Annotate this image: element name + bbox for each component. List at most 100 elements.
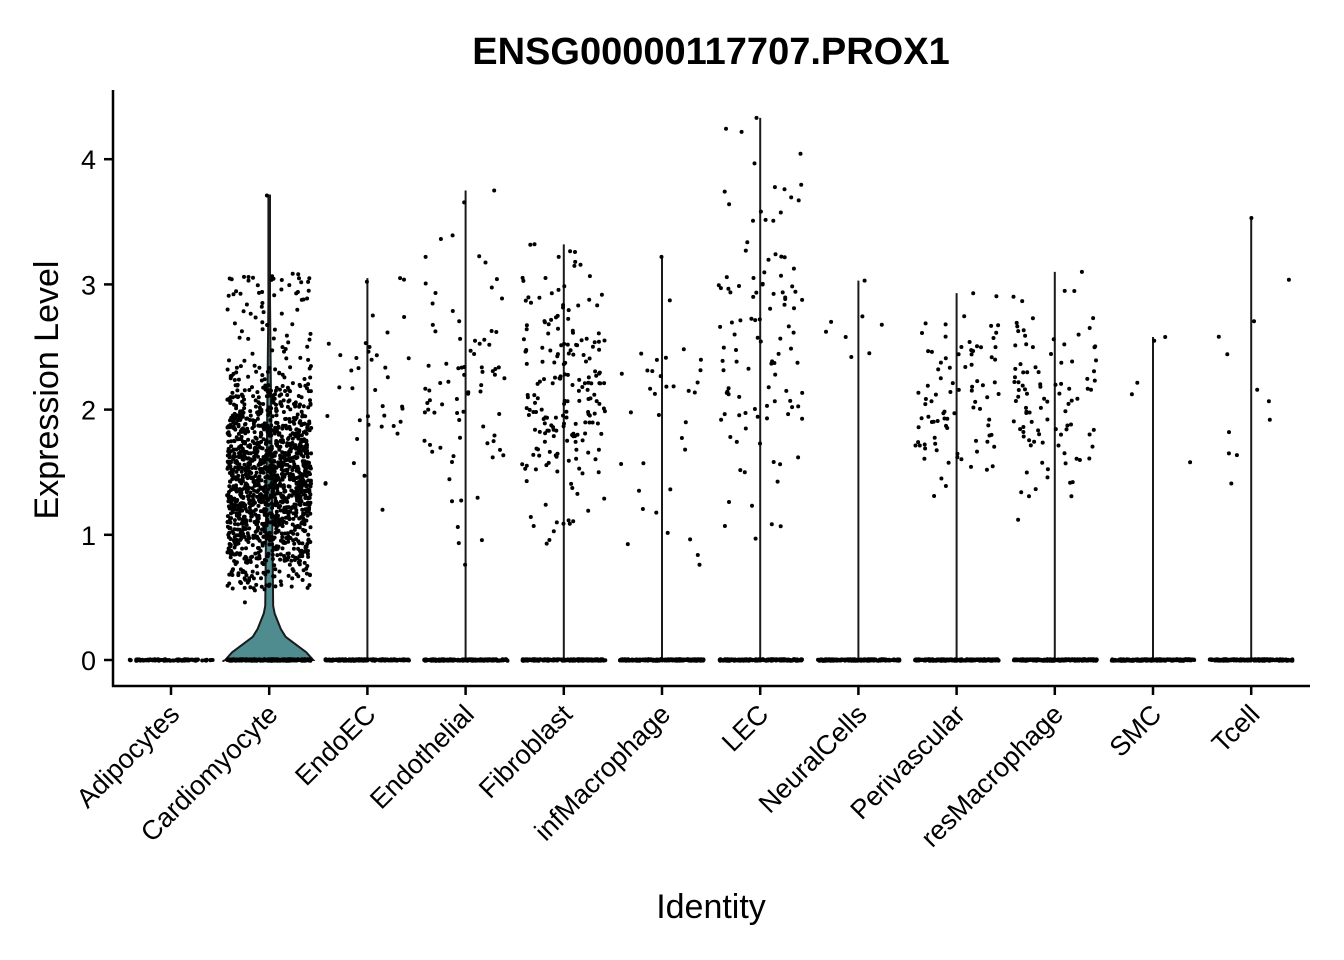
- data-point: [654, 510, 659, 515]
- data-point: [1234, 453, 1239, 458]
- data-point: [289, 558, 294, 563]
- data-point: [295, 455, 300, 460]
- data-point: [261, 310, 266, 315]
- data-point: [985, 439, 990, 444]
- data-point: [719, 417, 724, 422]
- violin-group-neuralcells: [816, 278, 902, 663]
- data-point: [253, 404, 258, 409]
- data-point: [364, 279, 369, 284]
- data-point: [551, 434, 556, 439]
- data-point: [287, 283, 292, 288]
- data-point: [819, 658, 824, 662]
- data-point: [356, 366, 361, 371]
- data-point: [260, 543, 265, 548]
- data-point: [225, 493, 230, 498]
- data-point: [537, 429, 542, 434]
- data-point: [761, 657, 765, 662]
- data-point: [246, 451, 251, 456]
- data-point: [238, 364, 243, 369]
- data-point: [546, 460, 551, 465]
- data-point: [554, 315, 558, 320]
- data-point: [423, 281, 428, 286]
- data-point: [294, 486, 299, 491]
- data-point: [255, 571, 260, 576]
- data-point: [639, 351, 644, 356]
- data-point: [279, 287, 284, 292]
- data-point: [724, 126, 728, 131]
- data-point: [667, 298, 672, 303]
- data-point: [1062, 288, 1067, 293]
- data-point: [258, 492, 263, 497]
- data-point: [771, 218, 776, 223]
- data-point: [1087, 432, 1092, 437]
- data-point: [1045, 658, 1050, 663]
- data-point: [280, 508, 285, 513]
- data-point: [252, 424, 256, 429]
- data-point: [468, 348, 473, 353]
- data-point: [1023, 387, 1027, 392]
- data-point: [450, 233, 455, 238]
- x-tick-label: Fibroblast: [473, 699, 578, 804]
- y-tick-label: 3: [81, 270, 96, 300]
- data-point: [969, 362, 974, 367]
- data-point: [586, 375, 591, 380]
- data-point: [758, 339, 763, 344]
- data-point: [586, 450, 591, 455]
- data-point: [253, 315, 258, 320]
- data-point: [691, 657, 696, 662]
- data-point: [275, 473, 280, 478]
- data-point: [865, 658, 869, 663]
- data-point: [238, 410, 243, 415]
- data-point: [574, 657, 579, 662]
- data-point: [462, 200, 467, 205]
- data-point: [233, 522, 237, 526]
- data-point: [270, 552, 275, 557]
- data-point: [226, 293, 231, 298]
- data-point: [737, 413, 742, 418]
- data-point: [264, 658, 269, 663]
- data-point: [1050, 658, 1054, 663]
- data-point: [269, 446, 274, 451]
- data-point: [1124, 657, 1129, 662]
- data-point: [303, 469, 308, 474]
- data-point: [285, 462, 290, 467]
- data-point: [422, 438, 427, 443]
- data-point: [773, 252, 778, 257]
- data-point: [993, 357, 998, 362]
- data-point: [534, 410, 538, 414]
- data-point: [326, 341, 331, 346]
- data-point: [757, 657, 762, 662]
- data-point: [242, 462, 247, 467]
- data-point: [1033, 658, 1038, 662]
- data-point: [851, 658, 856, 663]
- data-point: [1016, 394, 1021, 399]
- data-point: [227, 484, 232, 489]
- data-point: [293, 443, 298, 448]
- data-point: [599, 431, 604, 436]
- data-point: [1059, 360, 1064, 365]
- data-point: [265, 456, 270, 461]
- data-point: [292, 527, 297, 532]
- data-point: [568, 249, 573, 254]
- data-point: [252, 363, 257, 368]
- data-point: [934, 448, 939, 453]
- data-point: [450, 658, 455, 663]
- data-point: [572, 263, 577, 268]
- data-point: [266, 569, 270, 574]
- data-point: [267, 366, 272, 370]
- data-point: [670, 658, 675, 663]
- data-point: [392, 658, 397, 663]
- data-point: [283, 424, 288, 428]
- data-point: [979, 345, 983, 350]
- data-point: [698, 368, 703, 373]
- data-point: [398, 419, 403, 424]
- data-point: [294, 494, 299, 498]
- data-point: [248, 413, 253, 418]
- data-point: [969, 464, 973, 469]
- data-point: [1070, 657, 1074, 662]
- data-point: [423, 657, 428, 662]
- data-point: [1069, 422, 1073, 427]
- data-point: [308, 472, 312, 477]
- plot-area: [127, 115, 1295, 663]
- data-point: [1163, 657, 1168, 662]
